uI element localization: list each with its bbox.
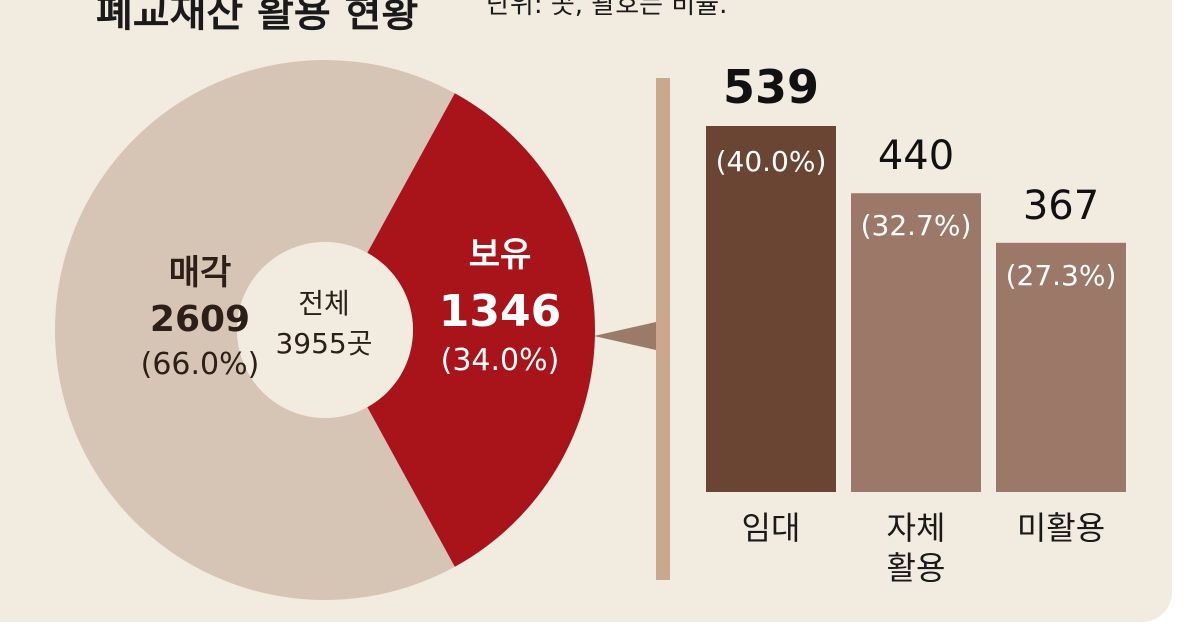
slice-percent-hold: (34.0%): [440, 343, 560, 378]
slice-value-sell: 2609: [149, 299, 251, 340]
infographic-card: 폐교재산 활용 현황 단위: 곳, 괄호는 비율. 매각 2609 (66.0%…: [0, 0, 1172, 622]
bar-percent-rent: (40.0%): [715, 145, 827, 178]
bar-rent: [706, 126, 836, 492]
bar-self-use: [851, 193, 981, 492]
bar-value-self-use: 440: [877, 133, 955, 179]
pie-slice-hold: [367, 93, 595, 567]
bar-divider: [656, 78, 670, 580]
donut-center-label: 전체: [298, 287, 350, 320]
donut-hole: [237, 242, 413, 418]
chart-canvas: [54, 60, 1126, 600]
bar-percent-self-use: (32.7%): [860, 209, 972, 242]
bar-category-self-use: 자체 활용: [845, 508, 987, 588]
bar-value-rent: 539: [722, 60, 820, 114]
bar-unused: [996, 242, 1126, 492]
donut-center-value: 3955곳: [275, 327, 373, 360]
slice-percent-sell: (66.0%): [140, 347, 260, 382]
bar-value-unused: 367: [1022, 183, 1100, 229]
slice-label-sell: 매각: [168, 253, 232, 293]
breakdown-pointer: [594, 322, 656, 350]
bar-category-rent: 임대: [741, 509, 801, 547]
bar-percent-unused: (27.3%): [1005, 259, 1117, 292]
slice-label-hold: 보유: [468, 235, 532, 275]
slice-value-hold: 1346: [438, 286, 562, 337]
pie-slice-sell: [54, 60, 455, 600]
unit-note: 단위: 곳, 괄호는 비율.: [486, 0, 728, 20]
bar-category-unused: 미활용: [1016, 509, 1106, 547]
bar-category-self-use-line-2: 활용: [886, 549, 946, 587]
chart-title: 폐교재산 활용 현황: [96, 0, 419, 36]
bar-category-self-use-line-1: 자체: [886, 509, 946, 547]
